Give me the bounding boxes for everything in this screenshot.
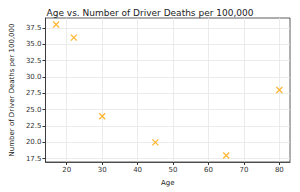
svg-text:Age: Age bbox=[161, 179, 175, 187]
svg-text:40: 40 bbox=[133, 166, 142, 174]
svg-text:60: 60 bbox=[204, 166, 213, 174]
svg-text:17.5: 17.5 bbox=[26, 155, 42, 163]
svg-text:50: 50 bbox=[169, 166, 178, 174]
svg-text:20: 20 bbox=[62, 166, 71, 174]
svg-text:32.5: 32.5 bbox=[26, 57, 42, 65]
svg-text:30.0: 30.0 bbox=[26, 73, 42, 81]
svg-text:30: 30 bbox=[98, 166, 107, 174]
svg-text:Age vs. Number of Driver Death: Age vs. Number of Driver Deaths per 100,… bbox=[47, 8, 254, 18]
svg-text:27.5: 27.5 bbox=[26, 89, 42, 97]
svg-text:20.0: 20.0 bbox=[26, 138, 42, 146]
svg-text:37.5: 37.5 bbox=[26, 24, 42, 32]
svg-text:70: 70 bbox=[239, 166, 248, 174]
svg-text:35.0: 35.0 bbox=[26, 40, 42, 48]
svg-text:25.0: 25.0 bbox=[26, 106, 42, 114]
svg-text:80: 80 bbox=[275, 166, 284, 174]
svg-text:22.5: 22.5 bbox=[26, 122, 42, 130]
svg-text:Number of Driver Deaths per 10: Number of Driver Deaths per 100,000 bbox=[8, 24, 16, 157]
